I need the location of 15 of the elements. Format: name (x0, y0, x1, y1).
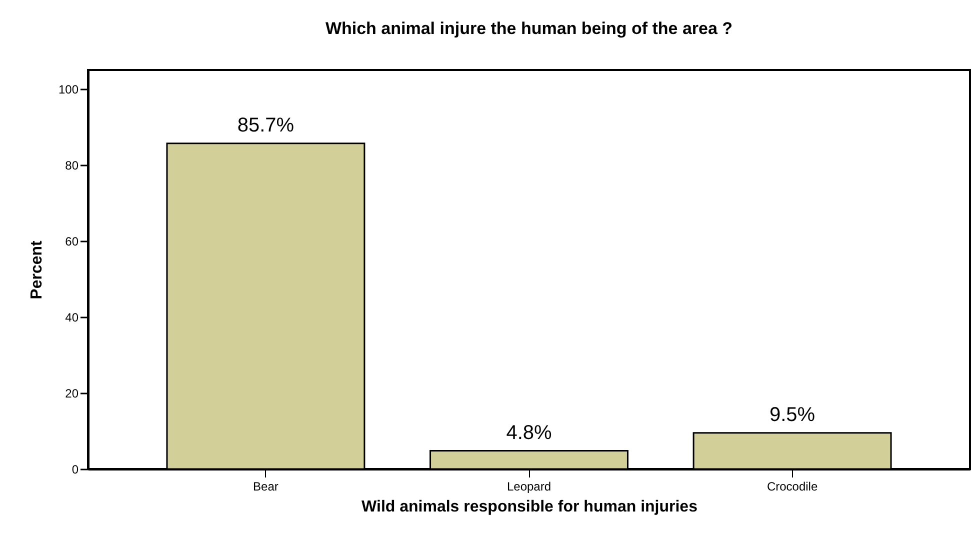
y-tick-label: 80 (65, 158, 79, 172)
x-tick-label: Bear (253, 480, 278, 494)
x-tick-label: Crocodile (766, 480, 818, 494)
chart-title: Which animal injure the human being of the area ? (325, 19, 733, 38)
y-tick-label: 40 (65, 310, 79, 324)
y-tick-label: 0 (72, 462, 79, 476)
y-tick-label: 20 (65, 386, 79, 400)
x-tick-label: Leopard (506, 480, 552, 494)
data-label: 4.8% (506, 422, 552, 444)
y-axis-title: Percent (28, 240, 46, 300)
x-axis-title: Wild animals responsible for human injuries (362, 498, 698, 516)
data-label: 85.7% (237, 114, 294, 136)
y-tick-label: 60 (65, 234, 79, 248)
y-tick-label: 100 (58, 82, 79, 96)
data-label: 9.5% (769, 404, 816, 426)
